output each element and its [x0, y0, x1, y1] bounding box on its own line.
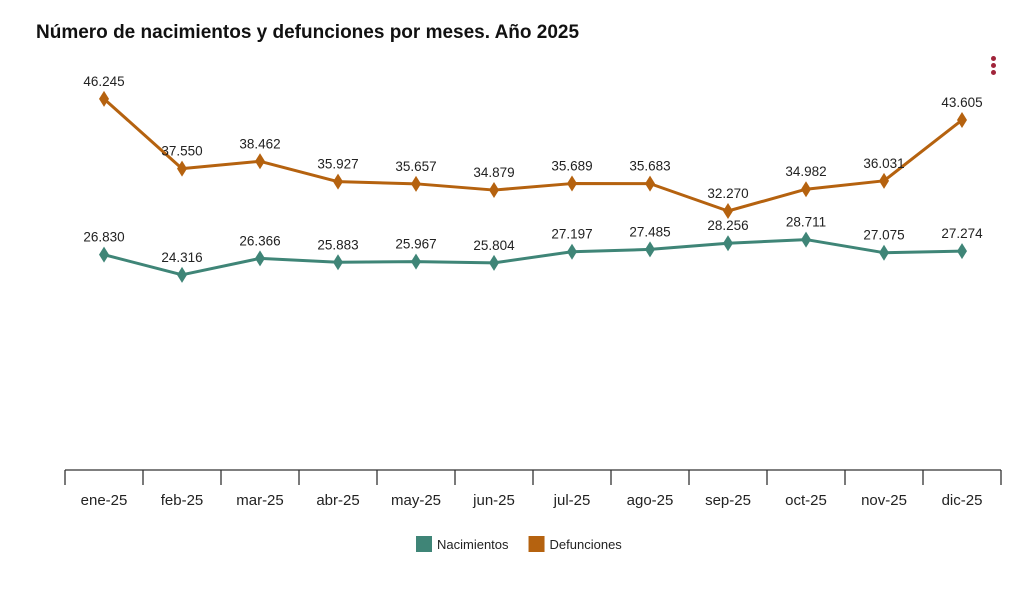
data-point-marker — [177, 266, 187, 283]
data-point-marker — [411, 253, 421, 270]
data-label: 28.711 — [786, 215, 826, 230]
data-point-marker — [645, 241, 655, 258]
data-point-marker — [489, 182, 499, 199]
x-tick-label: ago-25 — [627, 492, 674, 509]
x-tick-label: jul-25 — [553, 492, 591, 509]
data-label: 27.197 — [551, 227, 592, 242]
data-point-marker — [99, 246, 109, 263]
data-point-marker — [333, 173, 343, 190]
data-label: 32.270 — [707, 186, 748, 201]
data-label: 25.967 — [395, 237, 436, 252]
x-tick-label: jun-25 — [472, 492, 515, 509]
data-point-marker — [255, 153, 265, 170]
data-point-marker — [177, 160, 187, 177]
x-tick-label: may-25 — [391, 492, 441, 509]
vertical-dots-icon[interactable] — [988, 56, 1000, 78]
data-point-marker — [567, 243, 577, 260]
x-tick-label: feb-25 — [161, 492, 204, 509]
data-point-marker — [879, 172, 889, 189]
data-point-marker — [723, 235, 733, 252]
data-label: 37.550 — [161, 144, 202, 159]
data-label: 43.605 — [941, 95, 982, 110]
chart-title: Número de nacimientos y defunciones por … — [36, 22, 580, 43]
x-tick-label: mar-25 — [236, 492, 284, 509]
data-label: 34.879 — [473, 165, 514, 180]
x-tick-label: sep-25 — [705, 492, 751, 509]
series-line-nacimientos — [103, 238, 963, 277]
x-tick-label: nov-25 — [861, 492, 907, 509]
series-line-defunciones — [102, 97, 963, 213]
data-label: 38.462 — [239, 136, 280, 151]
data-label: 35.657 — [395, 159, 436, 174]
data-point-marker — [723, 203, 733, 220]
data-point-marker — [333, 254, 343, 271]
data-label: 27.485 — [629, 224, 670, 239]
data-point-marker — [801, 231, 811, 248]
x-tick-label: oct-25 — [785, 492, 827, 509]
data-point-marker — [255, 250, 265, 267]
data-label: 36.031 — [863, 156, 904, 171]
data-label: 35.927 — [317, 157, 358, 172]
data-point-marker — [879, 244, 889, 261]
data-label: 25.804 — [473, 238, 515, 253]
data-point-marker — [99, 90, 109, 107]
x-tick-label: abr-25 — [316, 492, 359, 509]
data-label: 34.982 — [785, 164, 826, 179]
data-label: 27.274 — [941, 226, 983, 241]
data-label: 35.689 — [551, 159, 592, 174]
data-label: 25.883 — [317, 237, 358, 252]
data-label: 24.316 — [161, 250, 202, 265]
data-point-marker — [489, 254, 499, 271]
data-label: 26.366 — [239, 233, 280, 248]
legend-label: Defunciones — [550, 537, 623, 552]
data-label: 35.683 — [629, 159, 670, 174]
legend-swatch-defunciones — [528, 536, 545, 552]
data-label: 27.075 — [863, 228, 904, 243]
data-point-marker — [411, 175, 421, 192]
data-label: 28.256 — [707, 218, 748, 233]
data-point-marker — [567, 175, 577, 192]
data-point-marker — [957, 112, 967, 129]
data-point-marker — [645, 175, 655, 192]
legend-label: Nacimientos — [437, 537, 509, 552]
x-tick-label: dic-25 — [942, 492, 983, 509]
data-point-marker — [957, 243, 967, 260]
x-tick-label: ene-25 — [81, 492, 128, 509]
legend-swatch-nacimientos — [416, 536, 432, 552]
data-point-marker — [801, 181, 811, 198]
data-label: 46.245 — [83, 74, 124, 89]
data-label: 26.830 — [83, 230, 124, 245]
